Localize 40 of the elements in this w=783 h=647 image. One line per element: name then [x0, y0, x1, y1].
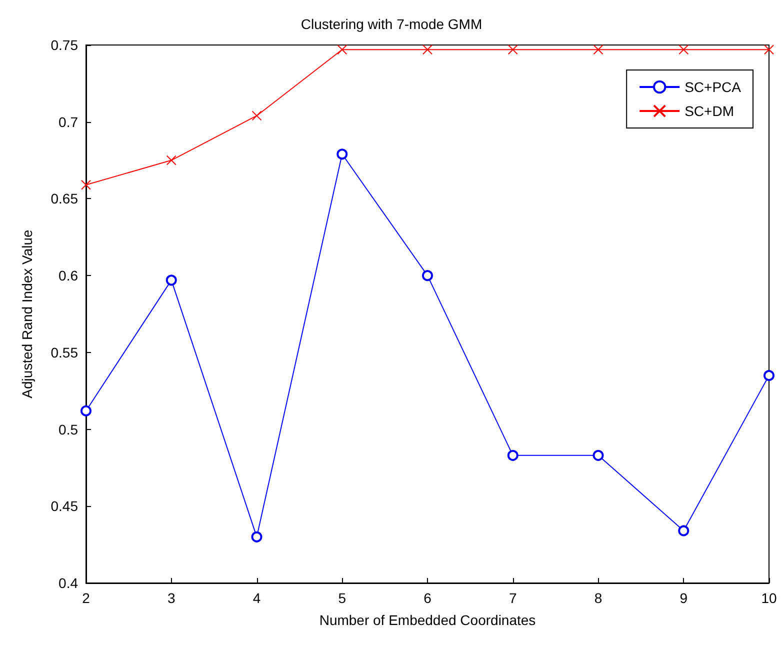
x-tick-label: 8	[594, 590, 602, 606]
point	[592, 450, 604, 461]
point	[764, 44, 774, 55]
x-tick-label: 6	[424, 590, 432, 606]
point	[422, 270, 433, 282]
x-axis-title: Number of Embedded Coordinates	[319, 612, 536, 628]
point	[507, 450, 518, 461]
legend-label: SC+DM	[684, 103, 734, 119]
x-tick-label: 2	[82, 590, 90, 606]
y-tick-label: 0.6	[58, 268, 78, 284]
point	[508, 44, 518, 55]
y-tick-label: 0.7	[58, 114, 78, 130]
y-tick-label: 0.65	[50, 190, 78, 207]
point	[166, 274, 177, 286]
x-tick-label: 10	[761, 590, 777, 606]
legend-label: SC+PCA	[684, 79, 742, 95]
point	[252, 110, 262, 121]
x-tick-label: 3	[167, 590, 176, 606]
point	[764, 370, 774, 381]
point	[337, 44, 348, 55]
y-axis-title: Adjusted Rand Index Value	[19, 229, 35, 398]
point	[422, 44, 432, 55]
x-tick-label: 7	[508, 590, 517, 606]
point	[593, 44, 604, 55]
y-tick-label: 0.55	[50, 344, 78, 360]
point	[251, 531, 262, 542]
x-tick-label: 4	[252, 590, 261, 606]
chart-title: Clustering with 7-mode GMM	[300, 16, 482, 32]
point	[166, 155, 176, 166]
point	[336, 148, 348, 160]
point	[81, 180, 91, 190]
y-tick-label: 0.5	[58, 421, 78, 438]
x-tick-label: 5	[338, 590, 346, 606]
x-tick-label: 9	[680, 590, 688, 606]
y-tick-label: 0.75	[50, 37, 78, 53]
y-tick-label: 0.4	[58, 575, 78, 591]
point	[678, 525, 690, 536]
point	[80, 405, 92, 416]
y-tick-label: 0.45	[50, 498, 78, 514]
point	[678, 44, 689, 55]
